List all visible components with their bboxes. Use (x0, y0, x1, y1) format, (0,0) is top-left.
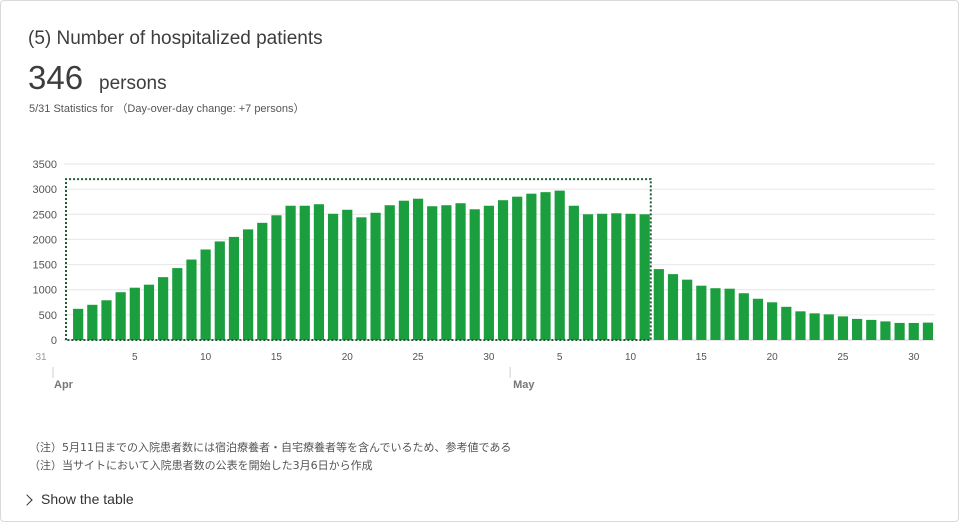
month-label: May (513, 379, 535, 391)
x-tick-label: 25 (413, 352, 425, 363)
month-label: Apr (54, 379, 74, 391)
bar (158, 277, 169, 340)
bar (497, 200, 509, 340)
bar (880, 321, 891, 340)
bar (526, 193, 537, 340)
x-tick-label: 31 (35, 352, 47, 363)
bar (101, 300, 112, 340)
bar-chart: 0 500 1000 1500 2000 2500 3000 3500 31 5 10 15 20 25 3… (33, 159, 935, 391)
bar (852, 318, 863, 340)
bar (327, 213, 339, 340)
x-tick-label: 10 (200, 352, 212, 363)
bar (398, 200, 410, 340)
bar (837, 316, 849, 340)
bar (611, 213, 622, 340)
bar (908, 322, 919, 340)
bar (186, 259, 197, 340)
y-tick-label: 3000 (33, 184, 57, 196)
y-tick-label: 1000 (33, 285, 57, 297)
reference-period-box (65, 178, 652, 341)
bar (243, 229, 254, 340)
bar (228, 236, 240, 340)
bar (894, 322, 905, 340)
bar (554, 190, 565, 340)
bar (781, 306, 792, 340)
x-tick-label: 15 (271, 352, 283, 363)
bar (582, 214, 594, 340)
bar (172, 268, 183, 340)
bar (427, 206, 438, 340)
bar (667, 274, 679, 340)
show-table-label: Show the table (41, 491, 134, 507)
y-tick-label: 3500 (33, 159, 57, 171)
bar (512, 196, 523, 340)
y-tick-label: 2000 (33, 234, 57, 246)
bar (866, 319, 877, 340)
bar (483, 205, 494, 340)
bar (455, 203, 466, 340)
x-tick-label: 15 (696, 352, 708, 363)
x-tick-label: 30 (908, 352, 920, 363)
notes: （注）5月11日までの入院患者数には宿泊療養者・自宅療養者等を含んでいるため、参… (29, 439, 511, 475)
bar (682, 279, 693, 340)
bar (342, 209, 353, 340)
note-1: （注）5月11日までの入院患者数には宿泊療養者・自宅療養者等を含んでいるため、参… (29, 441, 512, 454)
bar (625, 213, 636, 340)
bar (129, 287, 140, 340)
bar (200, 249, 211, 340)
note-2: （注）当サイトにおいて入院患者数の公表を開始した3月6日から作成 (29, 459, 373, 472)
x-tick-label: 5 (557, 352, 563, 363)
bar (441, 205, 452, 340)
bar (214, 241, 225, 340)
bar (469, 209, 480, 340)
bar (809, 313, 820, 340)
bar (922, 322, 934, 340)
bar (370, 212, 381, 340)
x-tick-label: 5 (132, 352, 138, 363)
bar (384, 205, 395, 340)
bar (285, 205, 296, 340)
x-tick-label: 10 (625, 352, 637, 363)
bar (87, 304, 98, 340)
stats-change: （Day-over-day change: +7 persons） (116, 103, 305, 115)
bar (795, 311, 806, 340)
show-table-toggle[interactable]: Show the table (21, 491, 134, 507)
bar (568, 205, 579, 340)
bar (412, 198, 424, 340)
x-tick-label: 25 (837, 352, 849, 363)
x-tick-label: 20 (342, 352, 354, 363)
chart-title: (5) Number of hospitalized patients (28, 28, 323, 49)
bar (767, 302, 778, 340)
x-tick-label: 20 (767, 352, 779, 363)
y-tick-label: 500 (39, 310, 57, 322)
bar (653, 269, 664, 340)
value-unit: persons (99, 73, 167, 94)
bar (299, 205, 310, 340)
bar (257, 222, 268, 340)
y-tick-label: 1500 (33, 260, 57, 272)
x-tick-label: 30 (483, 352, 495, 363)
bar (73, 308, 84, 340)
y-tick-label: 0 (51, 335, 57, 347)
bar (696, 285, 707, 340)
bar (597, 213, 608, 340)
stats-caption: 5/31 Statistics for （Day-over-day change… (29, 100, 304, 116)
bar (143, 284, 155, 340)
y-tick-label: 2500 (33, 209, 57, 221)
bar (724, 288, 735, 340)
chevron-right-icon (21, 494, 33, 506)
bar (710, 288, 721, 340)
bar (313, 204, 325, 340)
stats-date: 5/31 Statistics for (29, 103, 114, 115)
bar (738, 293, 749, 340)
bar (540, 192, 551, 340)
bar (115, 292, 126, 340)
current-value: 346 (28, 59, 84, 96)
bar (271, 215, 282, 340)
bar (639, 214, 650, 340)
bar (356, 217, 367, 340)
bar (823, 314, 834, 340)
bar (752, 298, 764, 340)
